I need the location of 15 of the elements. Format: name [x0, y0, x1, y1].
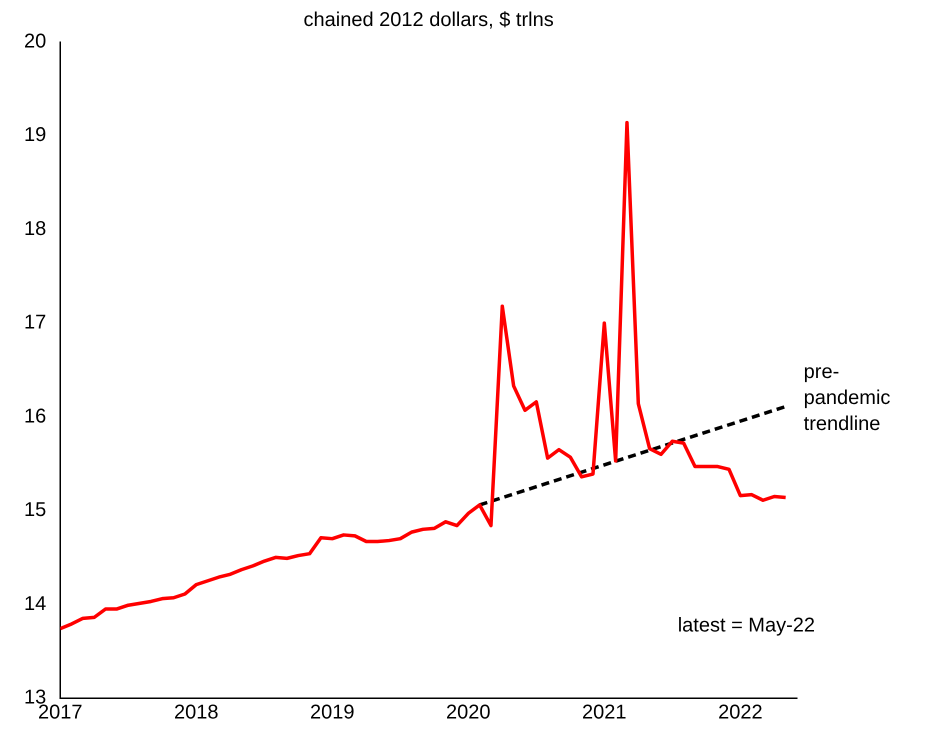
- x-tick-label: 2021: [582, 702, 627, 724]
- x-tick-label: 2018: [174, 702, 219, 724]
- y-tick-label: 14: [24, 592, 46, 615]
- chart-title: chained 2012 dollars, $ trlns: [304, 9, 554, 31]
- y-tick-label: 15: [24, 499, 46, 522]
- annotation: latest = May-22: [678, 614, 815, 637]
- x-tick-label: 2022: [718, 702, 763, 724]
- y-tick-label: 16: [24, 405, 46, 428]
- x-tick-label: 2019: [310, 702, 355, 724]
- x-tick-label: 2020: [446, 702, 491, 724]
- y-tick-label: 17: [24, 312, 46, 334]
- y-tick-label: 20: [24, 30, 46, 53]
- text: pre- pandemic trendline: [804, 361, 890, 436]
- y-tick-label: 18: [24, 218, 46, 240]
- y-tick-label: 19: [24, 124, 46, 146]
